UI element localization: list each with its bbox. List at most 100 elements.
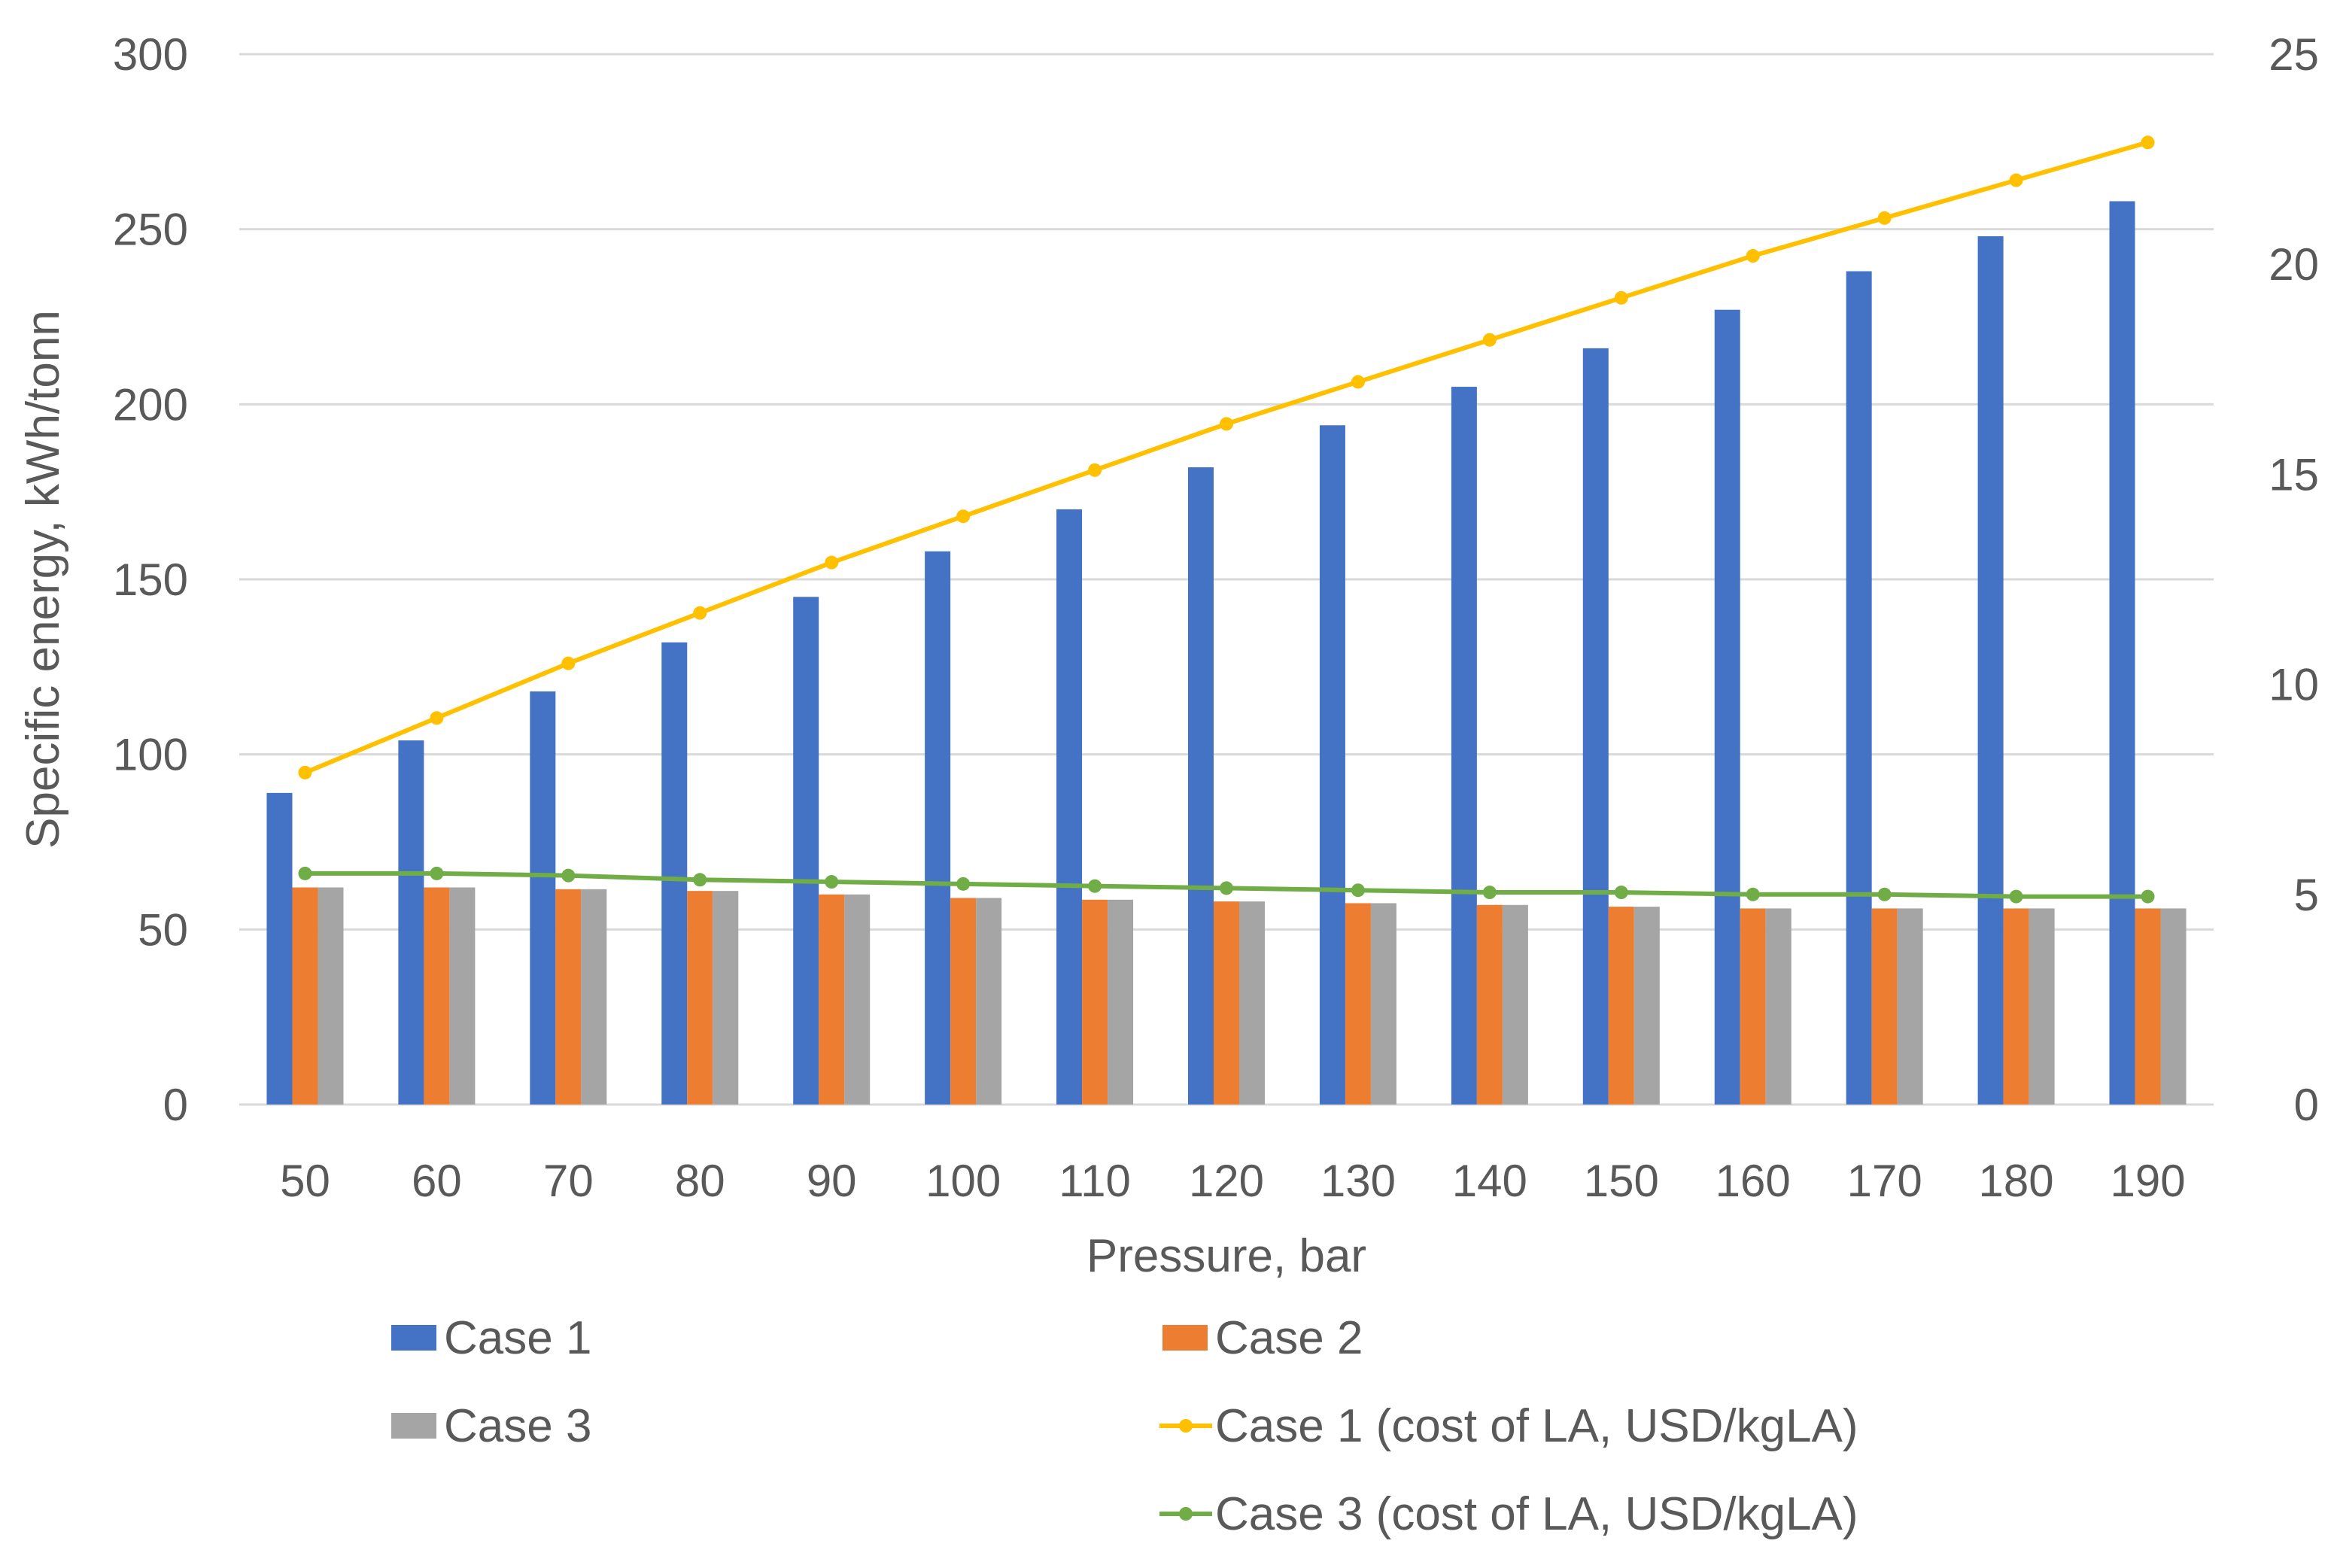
- point-case-3-cost-of-la-usd-kgla: [1746, 887, 1760, 901]
- y-tick-label: 0: [163, 1080, 188, 1130]
- x-tick-label: 120: [1189, 1156, 1264, 1206]
- legend-marker-case-3-cost-of-la-usd-kgla: [1179, 1507, 1193, 1521]
- point-case-3-cost-of-la-usd-kgla: [430, 866, 444, 880]
- point-case-3-cost-of-la-usd-kgla: [956, 877, 971, 891]
- point-case-3-cost-of-la-usd-kgla: [298, 866, 312, 880]
- point-case-3-cost-of-la-usd-kgla: [1614, 886, 1628, 900]
- point-case-3-cost-of-la-usd-kgla: [2009, 889, 2023, 904]
- x-axis-title: Pressure, bar: [1086, 1230, 1366, 1282]
- legend-swatch-case-3: [391, 1413, 436, 1439]
- point-case-1-cost-of-la-usd-kgla: [2141, 135, 2155, 150]
- bar-case-3: [1108, 899, 1134, 1105]
- point-case-1-cost-of-la-usd-kgla: [1482, 333, 1497, 347]
- bar-case-3: [713, 891, 739, 1105]
- point-case-1-cost-of-la-usd-kgla: [1220, 417, 1233, 431]
- bar-case-3: [1633, 907, 1660, 1105]
- y-tick-label: 200: [113, 379, 188, 430]
- x-tick-label: 180: [1979, 1156, 2054, 1206]
- x-tick-label: 170: [1847, 1156, 1922, 1206]
- bar-case-3: [318, 887, 344, 1105]
- bar-case-3: [1239, 901, 1265, 1105]
- bar-case-2: [424, 887, 450, 1105]
- y-tick-label: 250: [113, 205, 188, 255]
- bar-case-2: [292, 887, 318, 1105]
- legend-label-case-3-cost-of-la-usd-kgla: Case 3 (cost of LA, USD/kgLA): [1215, 1488, 1858, 1540]
- point-case-3-cost-of-la-usd-kgla: [1482, 886, 1497, 900]
- point-case-1-cost-of-la-usd-kgla: [430, 711, 444, 725]
- point-case-1-cost-of-la-usd-kgla: [2009, 173, 2023, 187]
- bar-case-1: [266, 792, 293, 1105]
- point-case-3-cost-of-la-usd-kgla: [2141, 889, 2155, 904]
- point-case-1-cost-of-la-usd-kgla: [1614, 290, 1628, 305]
- y-axis-title: Specific energy, kWh/tonn: [17, 310, 69, 849]
- bar-case-1: [793, 597, 819, 1105]
- bar-case-3: [2029, 908, 2055, 1105]
- bar-case-1: [2109, 201, 2135, 1105]
- x-tick-label: 150: [1584, 1156, 1659, 1206]
- bar-case-2: [1608, 907, 1634, 1105]
- y2-tick-label: 5: [2294, 870, 2319, 920]
- point-case-1-cost-of-la-usd-kgla: [1746, 249, 1760, 263]
- bar-case-1: [1846, 271, 1872, 1105]
- bar-case-2: [1214, 901, 1239, 1105]
- point-case-1-cost-of-la-usd-kgla: [298, 765, 312, 779]
- point-case-1-cost-of-la-usd-kgla: [825, 555, 839, 570]
- bar-case-2: [1476, 904, 1503, 1105]
- x-tick-label: 90: [807, 1156, 857, 1206]
- bar-case-1: [1582, 348, 1609, 1105]
- point-case-3-cost-of-la-usd-kgla: [693, 873, 707, 887]
- bar-case-2: [1082, 899, 1108, 1105]
- axis-ticks: 0 50 100 150 200 250 300 0 5 10 15 20 25 50 60 70 80 90 10…: [113, 29, 2319, 1206]
- y2-tick-label: 20: [2269, 239, 2319, 290]
- bar-case-2: [687, 891, 713, 1105]
- point-case-1-cost-of-la-usd-kgla: [956, 509, 971, 524]
- x-tick-label: 160: [1716, 1156, 1791, 1206]
- line-series: [298, 135, 2155, 904]
- bar-case-3: [449, 887, 476, 1105]
- point-case-3-cost-of-la-usd-kgla: [1088, 879, 1102, 893]
- bar-case-2: [819, 894, 845, 1105]
- point-case-3-cost-of-la-usd-kgla: [825, 875, 839, 889]
- legend-label-case-1-cost-of-la-usd-kgla: Case 1 (cost of LA, USD/kgLA): [1215, 1400, 1858, 1452]
- point-case-3-cost-of-la-usd-kgla: [1220, 881, 1233, 895]
- bar-case-2: [1740, 908, 1766, 1105]
- bar-case-3: [2160, 908, 2187, 1105]
- y2-tick-label: 0: [2294, 1080, 2319, 1130]
- bar-series: [266, 201, 2187, 1105]
- y-tick-label: 300: [113, 29, 188, 80]
- bar-case-2: [555, 889, 582, 1105]
- point-case-3-cost-of-la-usd-kgla: [1351, 883, 1365, 898]
- y-tick-label: 50: [138, 904, 188, 955]
- point-case-1-cost-of-la-usd-kgla: [693, 606, 707, 620]
- bar-case-2: [950, 898, 977, 1105]
- bar-case-3: [1502, 904, 1528, 1105]
- bar-case-3: [976, 898, 1002, 1105]
- bar-case-1: [1319, 425, 1345, 1105]
- bar-case-2: [2003, 908, 2029, 1105]
- point-case-1-cost-of-la-usd-kgla: [561, 656, 576, 670]
- legend-label-case-1: Case 1: [444, 1312, 591, 1364]
- bar-case-3: [1765, 908, 1791, 1105]
- bar-case-3: [1370, 903, 1396, 1105]
- x-tick-label: 70: [543, 1156, 594, 1206]
- legend-marker-case-1-cost-of-la-usd-kgla: [1179, 1419, 1193, 1433]
- point-case-3-cost-of-la-usd-kgla: [561, 868, 576, 883]
- bar-case-1: [1451, 387, 1477, 1105]
- legend-swatch-case-1: [391, 1325, 436, 1351]
- x-tick-label: 190: [2110, 1156, 2185, 1206]
- bar-case-3: [844, 894, 871, 1105]
- y-tick-label: 100: [113, 730, 188, 780]
- bar-case-1: [1714, 309, 1740, 1105]
- y2-tick-label: 10: [2269, 660, 2319, 710]
- y2-tick-label: 25: [2269, 29, 2319, 80]
- point-case-1-cost-of-la-usd-kgla: [1351, 375, 1365, 389]
- bar-case-2: [2135, 908, 2161, 1105]
- point-case-1-cost-of-la-usd-kgla: [1877, 211, 1892, 225]
- bar-case-1: [925, 551, 951, 1105]
- x-tick-label: 100: [925, 1156, 1001, 1206]
- legend: Case 1 Case 2 Case 3 Case 1 (cost of LA, US…: [391, 1312, 1858, 1540]
- legend-swatch-case-2: [1162, 1325, 1208, 1351]
- x-tick-label: 130: [1320, 1156, 1396, 1206]
- point-case-1-cost-of-la-usd-kgla: [1088, 463, 1102, 477]
